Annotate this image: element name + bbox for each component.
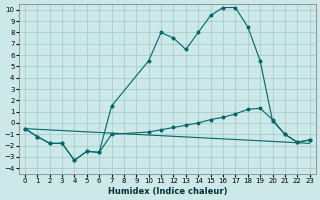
X-axis label: Humidex (Indice chaleur): Humidex (Indice chaleur) [108,187,227,196]
